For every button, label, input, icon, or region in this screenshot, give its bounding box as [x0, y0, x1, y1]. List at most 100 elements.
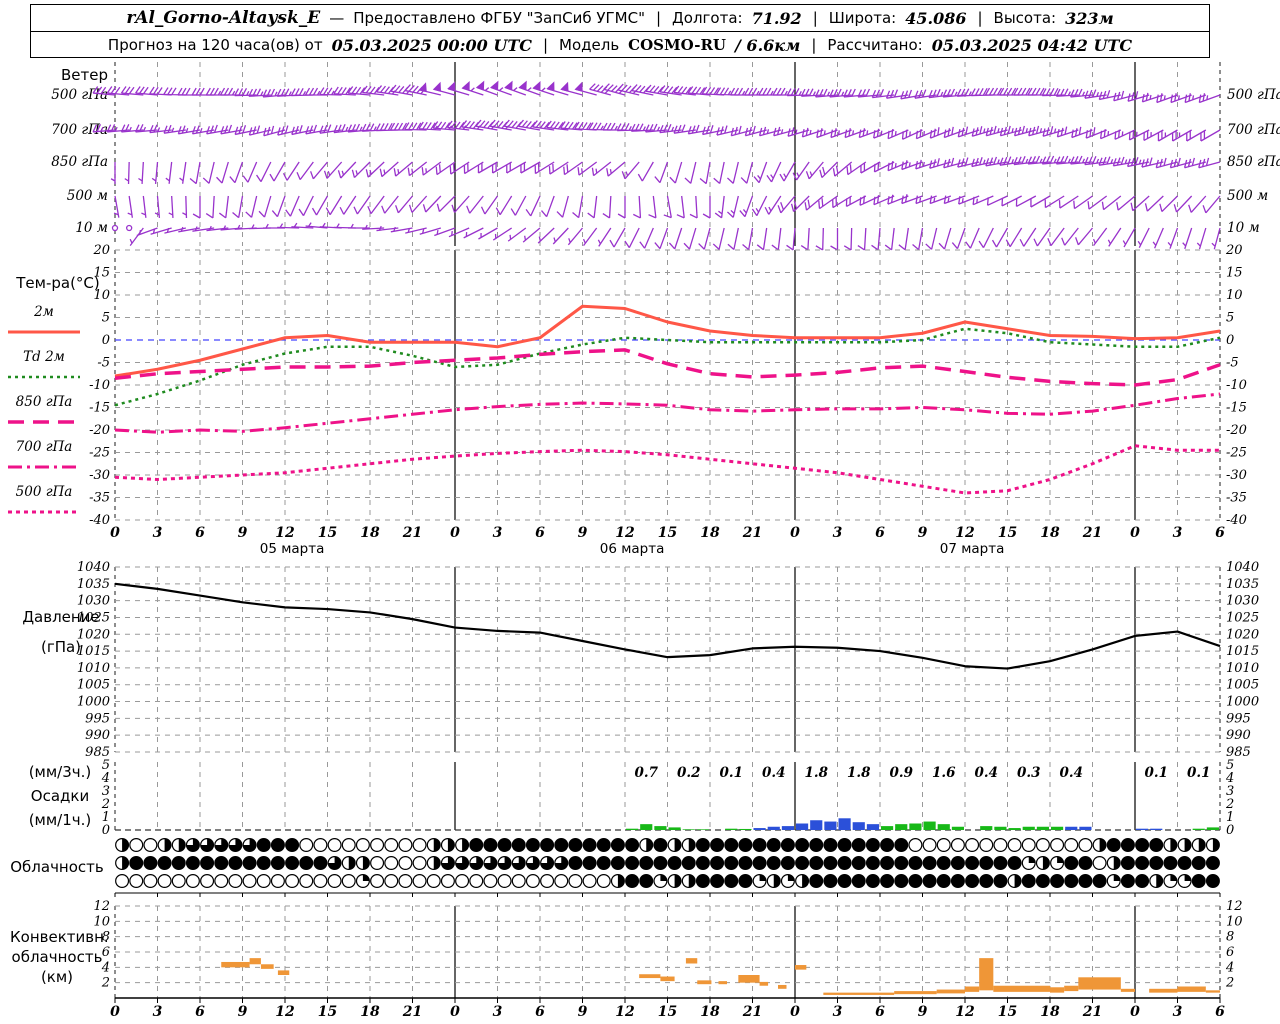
- wind-barb: [832, 195, 853, 209]
- pressure-tick-right: 1040: [1226, 560, 1259, 575]
- wind-barb: [1084, 89, 1107, 99]
- conv-tick-left: 6: [102, 945, 110, 960]
- cloud-symbol: [823, 855, 838, 870]
- wind-barb: [714, 195, 725, 219]
- precip-bar: [668, 827, 681, 830]
- wind-barb: [127, 195, 133, 218]
- wind-barb: [587, 195, 598, 219]
- hour-label-bottom: 18: [360, 1004, 380, 1020]
- wind-barb: [790, 195, 810, 213]
- wind-barb: [1137, 227, 1150, 248]
- wind-barb: [844, 128, 867, 139]
- wind-barb: [1085, 127, 1107, 139]
- wind-barb: [787, 127, 810, 137]
- cloud-symbol: [738, 837, 753, 852]
- precip-bar: [838, 818, 851, 830]
- cloud-symbol-fill: [660, 874, 667, 881]
- wind-barb: [800, 227, 810, 251]
- conv-tick-right: 4: [1225, 960, 1234, 975]
- separator: |: [542, 36, 549, 54]
- precip-bar: [937, 824, 950, 830]
- precip-bar: [1150, 828, 1163, 830]
- wind-barb: [912, 227, 924, 251]
- wind-barb: [1112, 156, 1136, 167]
- hour-label: 0: [790, 525, 800, 541]
- cloud-symbol: [766, 837, 781, 852]
- precip-bar: [767, 826, 780, 830]
- wind-barb: [191, 125, 215, 135]
- temp-tick-right: 10: [1226, 288, 1243, 303]
- wind-barb: [673, 85, 696, 96]
- temp-tick-left: 15: [93, 266, 110, 281]
- wind-barb: [436, 195, 456, 213]
- cloud-symbol: [341, 837, 356, 852]
- wind-barb: [715, 87, 739, 96]
- cloud-symbol: [540, 873, 555, 888]
- wind-barb: [434, 227, 456, 237]
- conv-box: [1064, 985, 1079, 992]
- cloud-symbol: [950, 855, 965, 870]
- hour-label: 0: [110, 525, 120, 541]
- pressure-tick-left: 1025: [77, 610, 110, 625]
- pressure-tick-right: 1020: [1226, 627, 1259, 642]
- wind-barb: [713, 161, 725, 185]
- cloud-symbol: [1191, 873, 1206, 888]
- hour-label-bottom: 3: [153, 1004, 163, 1020]
- cloud-symbol: [313, 855, 328, 870]
- cloud-symbol: [710, 873, 725, 888]
- wind-barb: [871, 89, 895, 99]
- wind-barb: [561, 88, 583, 96]
- wind-barb: [943, 157, 966, 169]
- hour-label: 0: [1130, 525, 1140, 541]
- wind-barb: [898, 227, 909, 251]
- wind-barb: [928, 89, 951, 99]
- cloud-symbol: [1064, 873, 1079, 888]
- cloud-symbol: [582, 855, 597, 870]
- wind-barb: [379, 161, 399, 178]
- cloud-symbol-fill: [540, 856, 554, 870]
- wind-barb: [541, 195, 555, 218]
- wind-barb: [603, 83, 626, 96]
- precip-bar: [1206, 827, 1219, 830]
- temp-series-500-гПа: [114, 444, 1220, 495]
- hour-label-bottom: 21: [742, 1004, 762, 1020]
- precip-bar: [682, 829, 695, 830]
- cloud-symbol: [568, 855, 583, 870]
- precip-tick-left: 5: [102, 758, 110, 773]
- precip-bar: [654, 826, 667, 830]
- cloud-symbol: [780, 855, 795, 870]
- wind-barb: [556, 195, 569, 218]
- wind-barb: [698, 227, 711, 250]
- wind-barb: [957, 157, 980, 168]
- wind-barb: [333, 124, 356, 134]
- wind-barb: [1013, 156, 1036, 166]
- wind-barb: [800, 88, 824, 97]
- cloud-symbol: [851, 837, 866, 852]
- hour-label: 18: [700, 525, 720, 541]
- cloud-symbol: [256, 855, 271, 870]
- wind-barb: [216, 161, 229, 184]
- wind-barb: [1019, 227, 1037, 247]
- wind-barb: [637, 161, 654, 182]
- wind-barb: [819, 161, 838, 179]
- cloud-symbol: [1149, 837, 1164, 852]
- wind-barb: [786, 88, 810, 97]
- temp-tick-right: 15: [1226, 266, 1243, 281]
- wind-barb: [547, 88, 569, 96]
- cloud-symbol: [596, 855, 611, 870]
- cloud-symbol: [667, 855, 682, 870]
- cloud-symbol: [398, 837, 413, 852]
- wind-barb: [873, 128, 895, 139]
- precip-bar: [923, 821, 936, 830]
- precip-bar: [951, 826, 964, 830]
- cloud-symbol: [922, 873, 937, 888]
- wind-barb: [758, 87, 781, 96]
- wind-barb: [205, 195, 215, 219]
- hour-label-bottom: 15: [658, 1004, 677, 1020]
- cloud-symbol-fill: [526, 856, 540, 870]
- wind-barb: [739, 195, 754, 218]
- wind-barb: [163, 124, 186, 134]
- wind-barb: [1113, 90, 1136, 102]
- wind-barb: [804, 195, 824, 211]
- pressure-tick-left: 995: [85, 711, 110, 726]
